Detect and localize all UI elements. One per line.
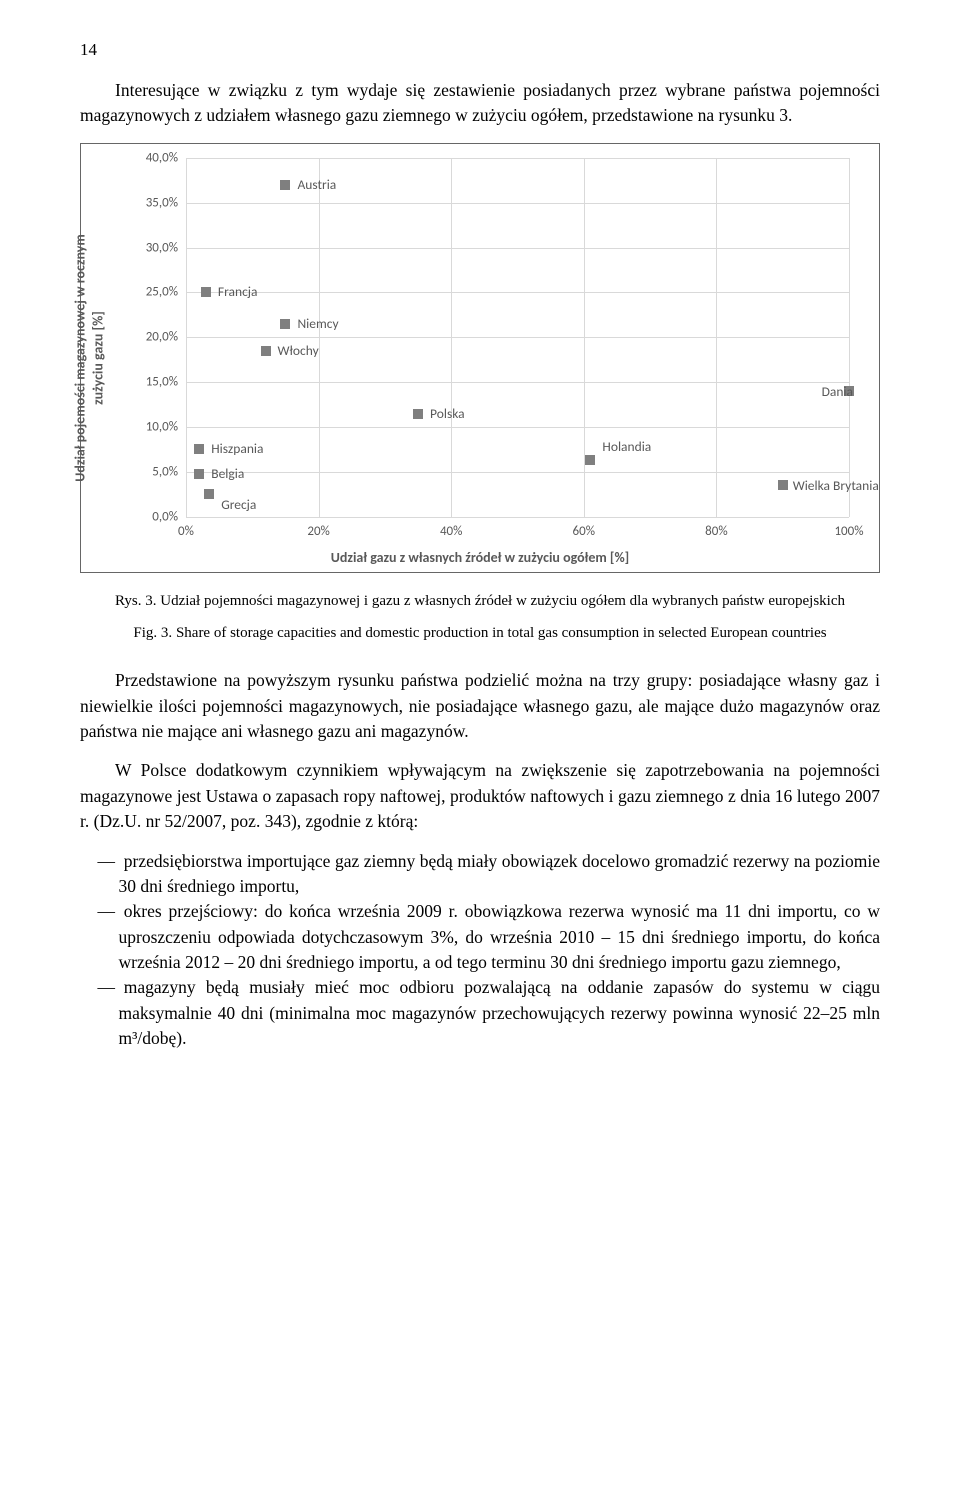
gridline-horizontal [186, 382, 849, 383]
caption-en-text: Share of storage capacities and domestic… [176, 625, 827, 641]
paragraph-2: W Polsce dodatkowym czynnikiem wpływając… [80, 758, 880, 834]
data-label: Wielka Brytania [793, 477, 879, 494]
page: 14 Interesujące w związku z tym wydaje s… [0, 0, 960, 1112]
y-tick-label: 20,0% [126, 330, 178, 345]
bullet-item: okres przejściowy: do końca września 200… [80, 899, 880, 975]
data-marker [413, 409, 423, 419]
data-marker [280, 180, 290, 190]
y-tick-label: 35,0% [126, 195, 178, 210]
gridline-horizontal [186, 517, 849, 518]
data-label: Austria [297, 176, 336, 193]
caption-pl-text: Udział pojemności magazynowej i gazu z w… [160, 593, 845, 609]
data-marker [280, 319, 290, 329]
gridline-vertical [849, 158, 850, 517]
data-label: Holandia [602, 438, 651, 455]
data-marker [585, 455, 595, 465]
gridline-horizontal [186, 337, 849, 338]
x-tick-label: 100% [834, 524, 863, 539]
y-tick-label: 30,0% [126, 240, 178, 255]
page-number: 14 [80, 40, 880, 60]
data-label: Niemcy [297, 315, 338, 332]
y-tick-label: 10,0% [126, 420, 178, 435]
x-tick-label: 80% [705, 524, 727, 539]
data-label: Włochy [278, 342, 319, 359]
data-label: Hiszpania [211, 440, 263, 457]
x-tick-label: 0% [178, 524, 194, 539]
gridline-horizontal [186, 292, 849, 293]
gridline-vertical [186, 158, 187, 517]
data-label: Dania [822, 383, 853, 400]
y-tick-label: 40,0% [126, 150, 178, 165]
gridline-horizontal [186, 427, 849, 428]
caption-en-prefix: Fig. 3. [133, 625, 176, 641]
gridline-vertical [716, 158, 717, 517]
caption-pl: Rys. 3. Udział pojemności magazynowej i … [80, 591, 880, 613]
y-tick-label: 15,0% [126, 375, 178, 390]
gridline-vertical [451, 158, 452, 517]
x-tick-label: 20% [307, 524, 329, 539]
bullet-item: przedsiębiorstwa importujące gaz ziemny … [80, 849, 880, 900]
gridline-horizontal [186, 158, 849, 159]
data-label: Grecja [221, 496, 256, 513]
data-marker [194, 444, 204, 454]
bullet-item: magazyny będą musiały mieć moc odbioru p… [80, 975, 880, 1051]
y-tick-label: 25,0% [126, 285, 178, 300]
data-marker [778, 480, 788, 490]
intro-paragraph: Interesujące w związku z tym wydaje się … [80, 78, 880, 129]
data-marker [261, 346, 271, 356]
caption-en: Fig. 3. Share of storage capacities and … [80, 623, 880, 645]
gridline-vertical [319, 158, 320, 517]
plot-area: 0,0%5,0%10,0%15,0%20,0%25,0%30,0%35,0%40… [186, 158, 849, 517]
scatter-chart: Udział pojemości magazynowej w rocznym z… [80, 143, 880, 573]
paragraph-1: Przedstawione na powyższym rysunku państ… [80, 668, 880, 744]
data-marker [201, 287, 211, 297]
gridline-horizontal [186, 472, 849, 473]
y-tick-label: 0,0% [126, 509, 178, 524]
data-label: Francja [218, 283, 258, 300]
x-tick-label: 40% [440, 524, 462, 539]
y-tick-label: 5,0% [126, 464, 178, 479]
gridline-horizontal [186, 203, 849, 204]
data-label: Belgia [211, 465, 244, 482]
y-axis-title: Udział pojemości magazynowej w rocznym z… [72, 234, 107, 482]
gridline-horizontal [186, 248, 849, 249]
data-marker [194, 469, 204, 479]
bullet-list: przedsiębiorstwa importujące gaz ziemny … [80, 849, 880, 1052]
x-tick-label: 60% [573, 524, 595, 539]
data-label: Polska [430, 405, 465, 422]
caption-pl-prefix: Rys. 3. [115, 593, 160, 609]
data-marker [204, 489, 214, 499]
x-axis-title: Udział gazu z własnych źródeł w zużyciu … [81, 549, 879, 566]
